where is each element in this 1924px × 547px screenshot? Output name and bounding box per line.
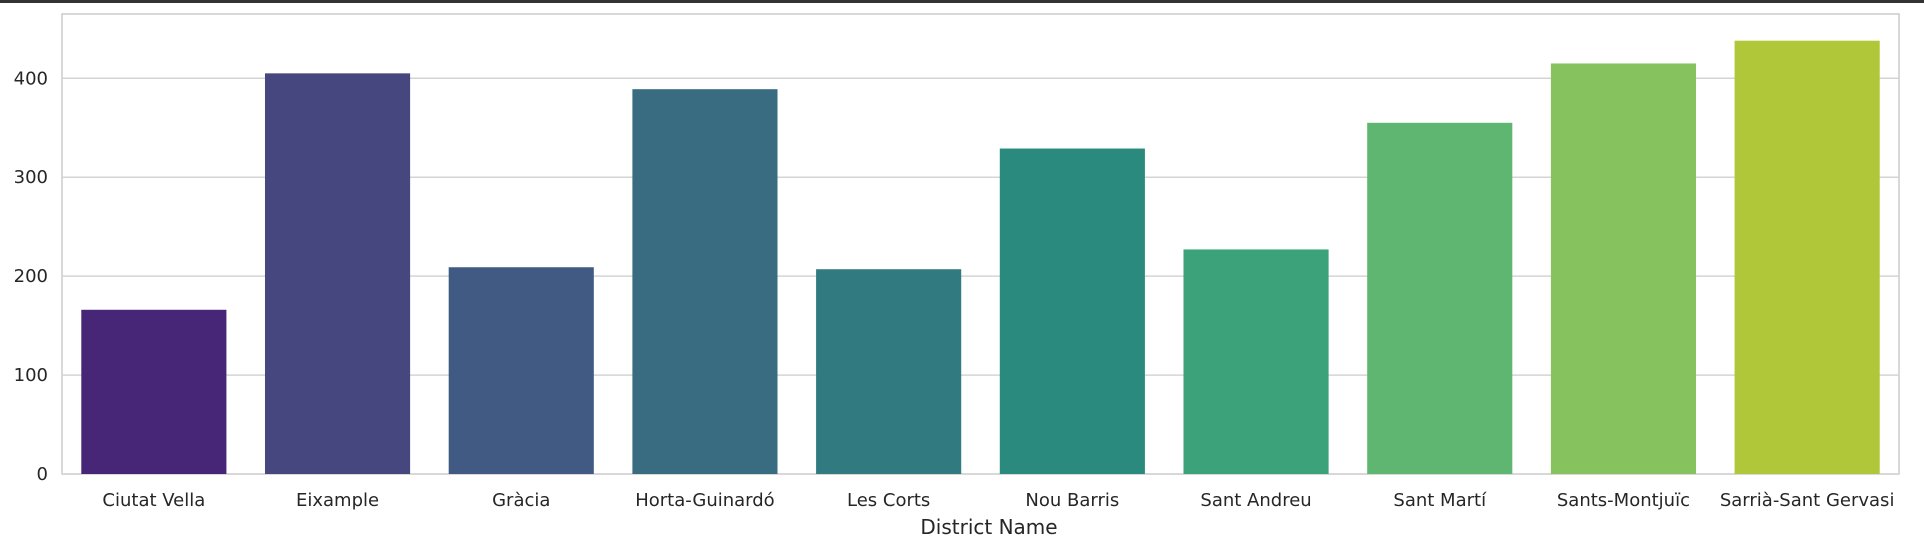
- x-tick-label: Ciutat Vella: [102, 490, 205, 511]
- x-tick-label: Horta-Guinardó: [635, 490, 775, 511]
- bars: [81, 40, 1880, 475]
- bar-eixample: [264, 73, 411, 475]
- bar-sarri-sant-gervasi: [1734, 40, 1880, 474]
- window-top-border: [0, 0, 1924, 3]
- y-tick-label: 400: [14, 68, 48, 89]
- y-tick-labels: 0 100 200 300 400: [14, 68, 48, 485]
- bar-gr-cia: [448, 267, 594, 474]
- y-tick-label: 200: [14, 266, 48, 287]
- bar-les-corts: [816, 269, 962, 474]
- y-tick-label: 100: [14, 365, 48, 386]
- x-tick-label: Eixample: [296, 490, 379, 511]
- bar-sants-montju-c: [1550, 63, 1697, 474]
- bar-sant-mart-: [1367, 122, 1513, 475]
- x-tick-label: Sarrià-Sant Gervasi: [1720, 490, 1895, 511]
- x-tick-label: Sant Martí: [1393, 490, 1487, 511]
- x-tick-label: Nou Barris: [1025, 490, 1119, 511]
- bar-nou-barris: [999, 148, 1145, 474]
- bar-ciutat-vella: [81, 309, 227, 474]
- bar-horta-guinard-: [632, 89, 778, 474]
- y-tick-label: 300: [14, 167, 48, 188]
- x-tick-label: Les Corts: [847, 490, 930, 511]
- bar-sant-andreu: [1183, 249, 1329, 474]
- x-axis-title: District Name: [920, 515, 1057, 539]
- x-tick-label: Sants-Montjuïc: [1557, 490, 1690, 511]
- y-tick-label: 0: [37, 464, 48, 485]
- x-tick-label: Gràcia: [492, 490, 550, 511]
- x-tick-label: Sant Andreu: [1200, 490, 1311, 511]
- x-tick-labels: Ciutat Vella Eixample Gràcia Horta-Guinardó…: [102, 490, 1894, 511]
